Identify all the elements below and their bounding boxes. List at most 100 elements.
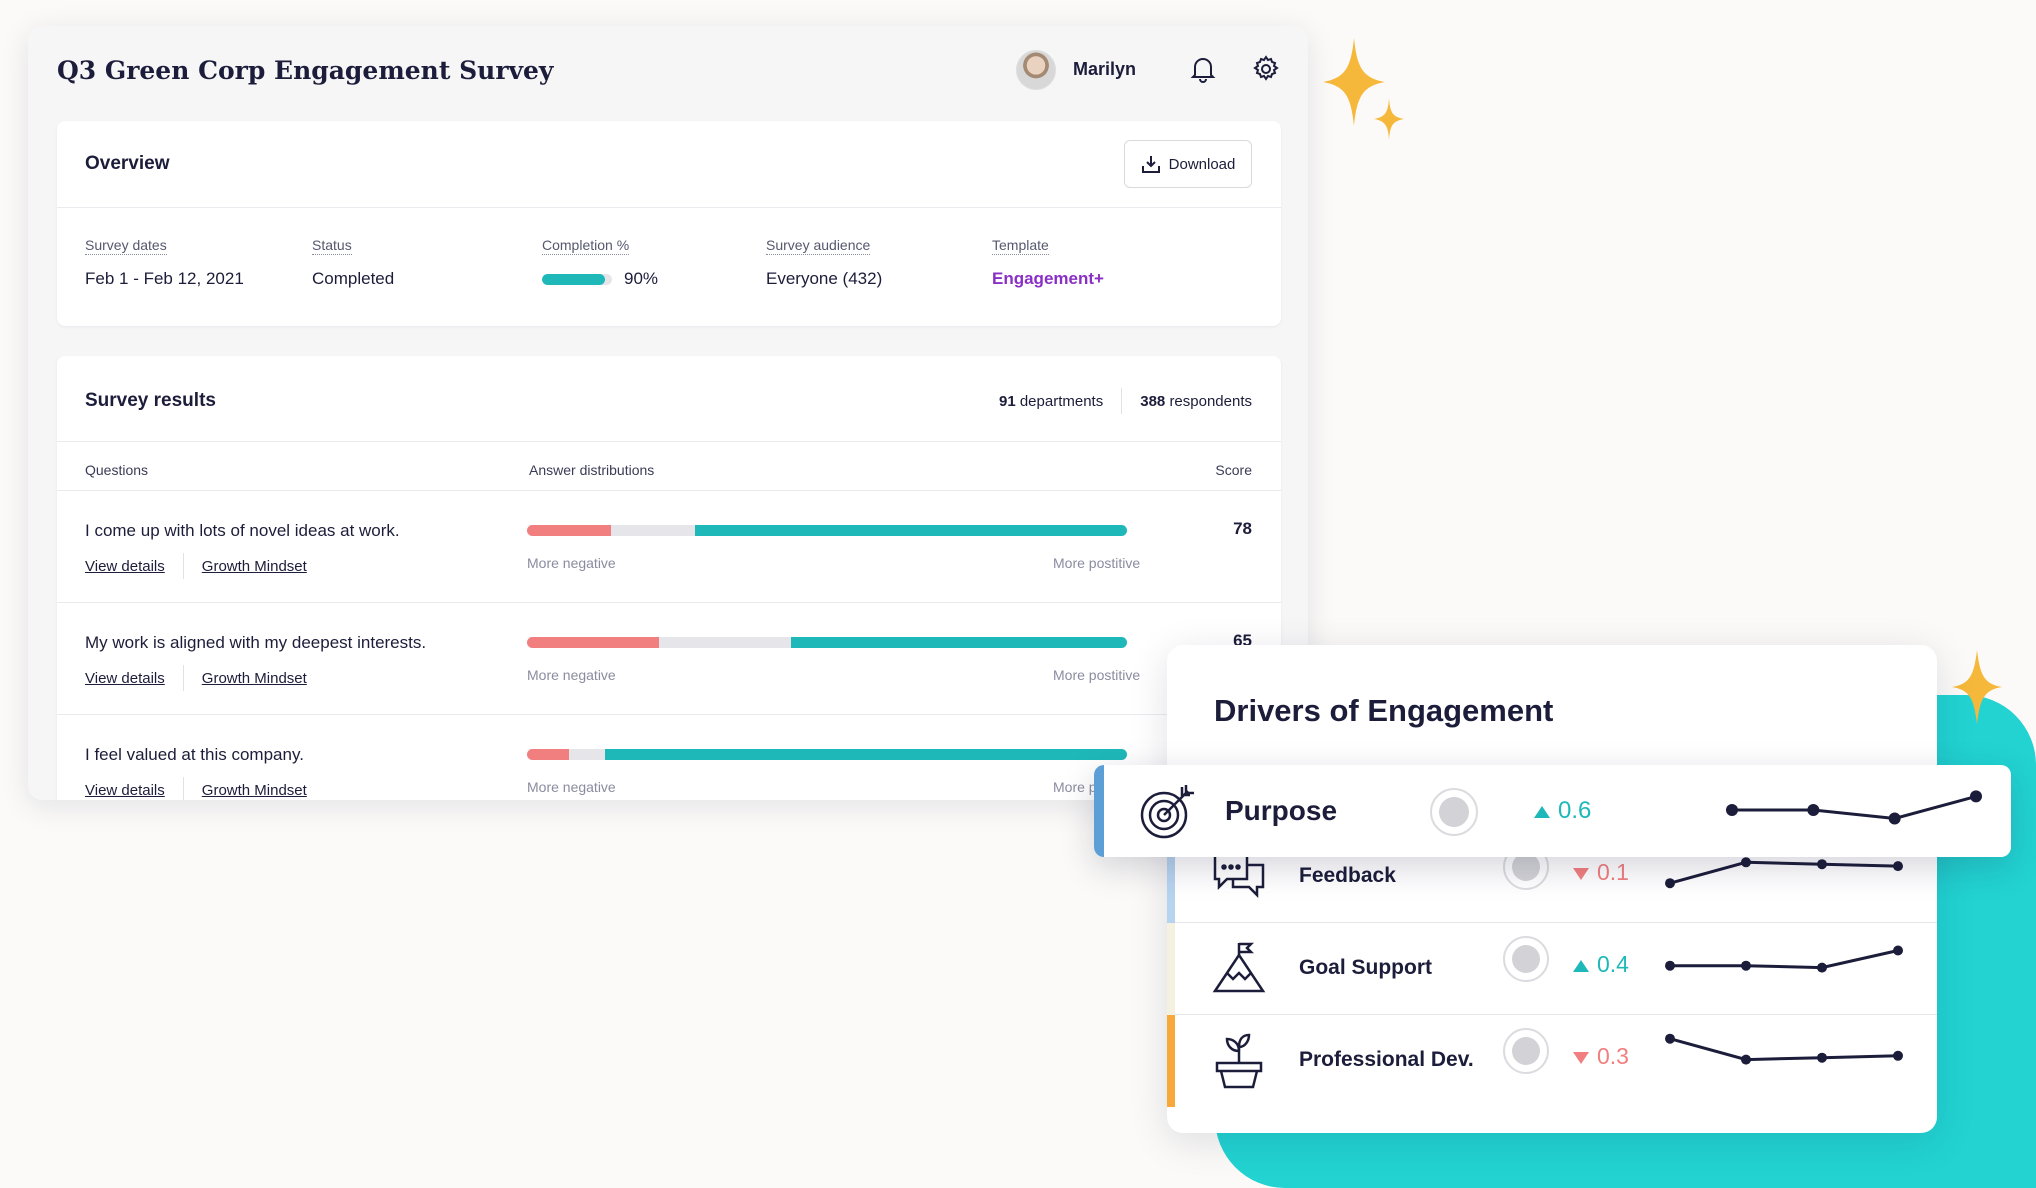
departments-label: departments <box>1019 392 1104 410</box>
survey-dates-label: Survey dates <box>85 237 167 255</box>
driver-delta-value: 0.6 <box>1558 797 1592 824</box>
answer-distribution-bar <box>527 525 1127 536</box>
more-positive-label: More postitive <box>1053 555 1141 571</box>
driver-toggle[interactable] <box>1503 936 1549 982</box>
answer-distribution-bar <box>527 637 1127 648</box>
user-name[interactable]: Marilyn <box>1073 59 1137 79</box>
overview-card: Overview Download Survey dates Feb 1 - F… <box>57 121 1281 326</box>
divider <box>57 207 1281 208</box>
overview-title: Overview <box>85 153 170 174</box>
more-negative-label: More negative <box>527 555 616 571</box>
sparkline-point <box>1665 878 1675 889</box>
more-positive-label: More postitive <box>1053 667 1141 683</box>
driver-delta-value: 0.1 <box>1597 859 1629 885</box>
question-links: View details Growth Mindset <box>85 777 307 800</box>
driver-name: Goal Support <box>1299 956 1432 979</box>
audience-value: Everyone (432) <box>766 269 883 288</box>
question-text: I feel valued at this company. <box>85 745 304 764</box>
page-title: Q3 Green Corp Engagement Survey <box>57 56 554 85</box>
sparkline-point <box>1817 859 1827 870</box>
download-button[interactable]: Download <box>1124 140 1252 188</box>
driver-toggle[interactable] <box>1430 788 1478 836</box>
app-header: Q3 Green Corp Engagement Survey Marilyn <box>28 26 1308 120</box>
table-row: I come up with lots of novel ideas at wo… <box>57 490 1281 602</box>
plant-pot-icon <box>1211 1033 1267 1089</box>
audience-label: Survey audience <box>766 237 871 255</box>
gear-icon[interactable] <box>1250 53 1282 85</box>
distribution-neutral <box>569 749 605 760</box>
sparkline-point <box>1893 945 1903 956</box>
view-details-link[interactable]: View details <box>85 669 165 687</box>
sparkle-icon <box>1952 650 2002 724</box>
question-links: View details Growth Mindset <box>85 553 307 579</box>
view-details-link[interactable]: View details <box>85 781 165 799</box>
purpose-sparkline <box>1726 790 1982 825</box>
driver-name: Professional Dev. <box>1299 1048 1474 1071</box>
chat-bubbles-icon <box>1211 849 1267 905</box>
respondents-label: respondents <box>1169 392 1252 410</box>
sparkline-point <box>1893 1050 1903 1061</box>
driver-sparkline <box>1665 1033 1903 1065</box>
survey-results-title: Survey results <box>85 390 216 411</box>
meta-completion: Completion % 90% <box>542 237 658 289</box>
departments-count: 91 <box>998 392 1016 410</box>
driver-toggle[interactable] <box>1503 1028 1549 1074</box>
question-text: I come up with lots of novel ideas at wo… <box>85 521 400 540</box>
driver-accent <box>1167 923 1175 1015</box>
meta-survey-dates: Survey dates Feb 1 - Feb 12, 2021 <box>85 237 244 289</box>
completion-progress-bar <box>542 273 612 285</box>
distribution-positive <box>791 637 1127 648</box>
download-label: Download <box>1168 155 1236 173</box>
driver-row-feedback[interactable]: Feedback 0.1 <box>1167 831 1937 923</box>
bell-icon[interactable] <box>1187 53 1219 85</box>
results-counts: 91 departments 388 respondents <box>999 388 1252 414</box>
template-link[interactable]: Engagement+ <box>992 269 1104 288</box>
driver-delta: 0.4 <box>1573 951 1629 978</box>
divider <box>1121 388 1123 414</box>
sparkline-line <box>1732 794 1977 821</box>
divider <box>182 553 184 579</box>
trend-down-icon <box>1573 1043 1589 1070</box>
sparkline-line <box>1669 1037 1899 1062</box>
sparkline-line <box>1669 860 1899 885</box>
driver-row-professional-dev[interactable]: Professional Dev. 0.3 <box>1167 1015 1937 1107</box>
driver-row-goal-support[interactable]: Goal Support 0.4 <box>1167 923 1937 1015</box>
question-text: My work is aligned with my deepest inter… <box>85 633 427 652</box>
divider <box>182 665 184 691</box>
sparkline-point <box>1970 790 1982 803</box>
survey-results-card: Survey results 91 departments 388 respon… <box>57 356 1281 800</box>
more-negative-label: More negative <box>527 667 616 683</box>
meta-audience: Survey audience Everyone (432) <box>766 237 882 289</box>
sparkline-line <box>1670 949 1899 970</box>
sparkline-point <box>1817 962 1827 973</box>
driver-delta: 0.3 <box>1573 1043 1629 1070</box>
avatar[interactable] <box>1016 50 1056 90</box>
divider <box>57 441 1281 442</box>
driver-name: Purpose <box>1225 795 1338 826</box>
distribution-negative <box>527 525 611 536</box>
divider <box>182 777 184 800</box>
tag-link[interactable]: Growth Mindset <box>201 781 307 799</box>
survey-dates-value: Feb 1 - Feb 12, 2021 <box>85 269 244 288</box>
column-header-distributions: Answer distributions <box>529 462 655 478</box>
tag-link[interactable]: Growth Mindset <box>201 669 307 687</box>
completion-label: Completion % <box>542 237 630 255</box>
driver-delta-value: 0.3 <box>1597 1043 1629 1069</box>
sparkle-icon <box>1374 98 1404 140</box>
purpose-accent <box>1094 765 1104 857</box>
respondents-count: 388 <box>1140 392 1166 410</box>
distribution-positive <box>695 525 1127 536</box>
distribution-negative <box>527 749 569 760</box>
table-row: I feel valued at this company. View detai… <box>57 714 1281 800</box>
driver-row-purpose[interactable]: Purpose 0.6 <box>1094 765 2011 857</box>
sparkline-point <box>1741 857 1751 868</box>
sparkle-icon <box>1323 38 1385 126</box>
view-details-link[interactable]: View details <box>85 557 165 575</box>
driver-sparkline <box>1665 857 1903 889</box>
distribution-neutral <box>659 637 791 648</box>
trend-down-icon <box>1573 859 1589 886</box>
question-links: View details Growth Mindset <box>85 665 307 691</box>
tag-link[interactable]: Growth Mindset <box>201 557 307 575</box>
driver-delta: 0.1 <box>1573 859 1629 886</box>
drivers-title: Drivers of Engagement <box>1214 693 1554 728</box>
